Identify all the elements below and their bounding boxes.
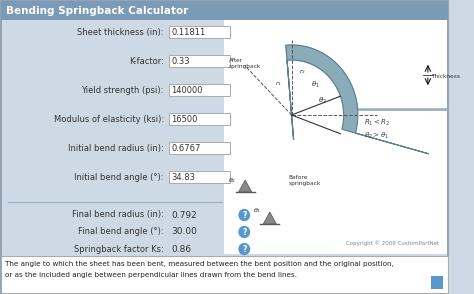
Text: Thickness: Thickness xyxy=(431,74,460,78)
Text: K-factor:: K-factor: xyxy=(129,56,164,66)
Text: 0.86: 0.86 xyxy=(171,245,191,253)
Text: 30.00: 30.00 xyxy=(171,228,197,236)
Text: $R_1 < R_2$: $R_1 < R_2$ xyxy=(365,118,391,128)
Text: $\theta_2 > \theta_1$: $\theta_2 > \theta_1$ xyxy=(365,131,390,141)
Text: ?: ? xyxy=(242,228,246,237)
FancyBboxPatch shape xyxy=(1,1,448,293)
Text: $\theta_2$: $\theta_2$ xyxy=(318,96,327,106)
Text: Initial bend angle (°):: Initial bend angle (°): xyxy=(74,173,164,181)
Text: $r_1$: $r_1$ xyxy=(274,79,282,88)
FancyBboxPatch shape xyxy=(1,256,448,293)
Polygon shape xyxy=(263,212,276,224)
Circle shape xyxy=(239,243,249,255)
Text: Initial bend radius (in):: Initial bend radius (in): xyxy=(68,143,164,153)
FancyBboxPatch shape xyxy=(169,26,230,38)
Text: $r_2$: $r_2$ xyxy=(299,67,306,76)
Text: The angle to which the sheet has been bent, measured between the bent position a: The angle to which the sheet has been be… xyxy=(5,261,393,267)
Text: Springback factor Ks:: Springback factor Ks: xyxy=(74,245,164,253)
FancyBboxPatch shape xyxy=(169,84,230,96)
Text: 34.83: 34.83 xyxy=(171,173,195,181)
Circle shape xyxy=(239,210,249,220)
Text: Sheet thickness (in):: Sheet thickness (in): xyxy=(77,28,164,36)
Text: After
springback: After springback xyxy=(229,58,261,69)
Polygon shape xyxy=(286,45,429,154)
FancyBboxPatch shape xyxy=(1,1,448,20)
Text: $\theta_2$: $\theta_2$ xyxy=(228,176,237,185)
Text: 0.6767: 0.6767 xyxy=(171,143,201,153)
Circle shape xyxy=(239,226,249,238)
Text: 0.792: 0.792 xyxy=(171,211,197,220)
FancyBboxPatch shape xyxy=(431,276,443,289)
Text: $\theta_1$: $\theta_1$ xyxy=(253,206,261,215)
FancyBboxPatch shape xyxy=(169,113,230,125)
Text: Modulus of elasticity (ksi):: Modulus of elasticity (ksi): xyxy=(54,114,164,123)
Text: Before
springback: Before springback xyxy=(289,175,321,186)
Text: ?: ? xyxy=(242,211,246,220)
FancyBboxPatch shape xyxy=(224,20,447,254)
Text: 0.33: 0.33 xyxy=(171,56,190,66)
Text: 140000: 140000 xyxy=(171,86,203,94)
Text: 0.11811: 0.11811 xyxy=(171,28,206,36)
Text: Bending Springback Calculator: Bending Springback Calculator xyxy=(6,6,188,16)
FancyBboxPatch shape xyxy=(169,171,230,183)
Text: or as the included angle between perpendicular lines drawn from the bend lines.: or as the included angle between perpend… xyxy=(5,272,297,278)
Polygon shape xyxy=(286,45,471,140)
Text: Yield strength (psi):: Yield strength (psi): xyxy=(82,86,164,94)
Polygon shape xyxy=(238,180,252,192)
Text: Final bend radius (in):: Final bend radius (in): xyxy=(72,211,164,220)
Text: Final bend angle (°):: Final bend angle (°): xyxy=(78,228,164,236)
Text: Copyright © 2009 CustomPartNet: Copyright © 2009 CustomPartNet xyxy=(346,240,439,246)
Text: ?: ? xyxy=(242,245,246,254)
FancyBboxPatch shape xyxy=(169,55,230,67)
FancyBboxPatch shape xyxy=(169,142,230,154)
Text: $\theta_1$: $\theta_1$ xyxy=(310,80,319,90)
Text: 16500: 16500 xyxy=(171,114,198,123)
